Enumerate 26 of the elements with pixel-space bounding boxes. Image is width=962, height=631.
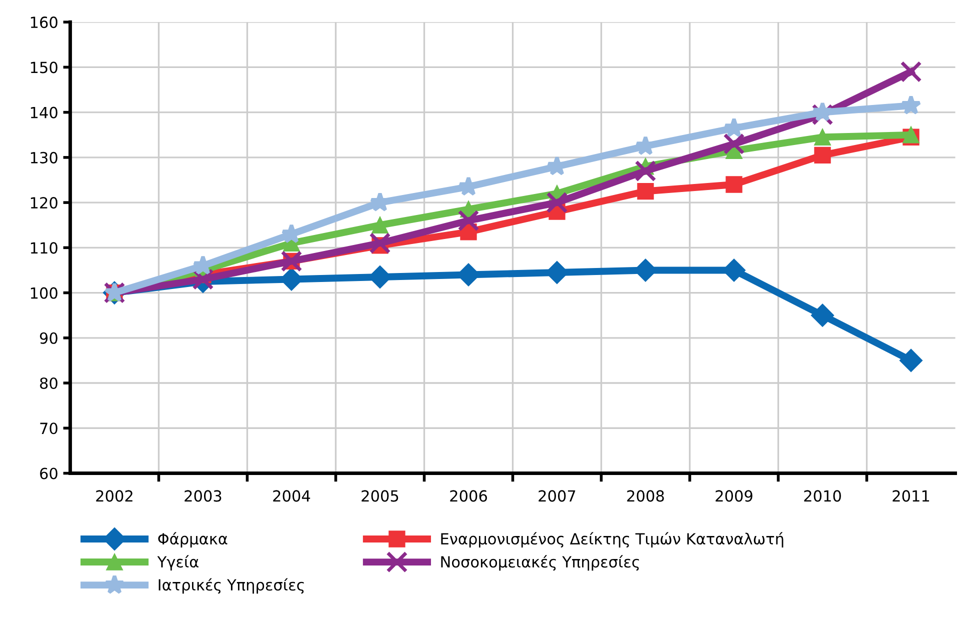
y-tick-label: 100 bbox=[30, 287, 58, 299]
y-tick-label: 130 bbox=[30, 152, 58, 164]
y-tick-label: 110 bbox=[30, 242, 58, 254]
x-tick-label: 2011 bbox=[892, 490, 930, 502]
legend-label: Φάρμακα bbox=[158, 532, 228, 548]
x-tick-label: 2007 bbox=[538, 490, 576, 502]
x-tick-label: 2009 bbox=[716, 490, 752, 502]
y-tick-label: 60 bbox=[40, 468, 58, 480]
y-tick-label: 160 bbox=[30, 16, 58, 28]
x-tick-label: 2005 bbox=[362, 490, 398, 502]
y-tick-label: 140 bbox=[30, 106, 58, 118]
x-tick-label: 2006 bbox=[450, 490, 487, 502]
legend-label: Νοσοκομειακές Υπηρεσίες bbox=[441, 555, 639, 571]
legend-label: Εναρμονισμένος Δείκτης Τιμών Καταναλωτή bbox=[441, 532, 784, 548]
y-tick-label: 150 bbox=[30, 62, 58, 74]
legend-label: Υγεία bbox=[157, 555, 198, 571]
y-tick-label: 80 bbox=[40, 377, 58, 390]
y-tick-label: 120 bbox=[30, 197, 58, 209]
y-tick-label: 70 bbox=[40, 422, 58, 434]
x-tick-label: 2002 bbox=[96, 490, 132, 502]
x-tick-label: 2003 bbox=[184, 490, 222, 502]
y-tick-label: 90 bbox=[40, 332, 58, 344]
x-tick-label: 2008 bbox=[627, 490, 664, 502]
legend-label: Ιατρικές Υπηρεσίες bbox=[158, 578, 304, 594]
x-tick-label: 2010 bbox=[804, 490, 841, 502]
x-tick-label: 2004 bbox=[273, 490, 310, 502]
